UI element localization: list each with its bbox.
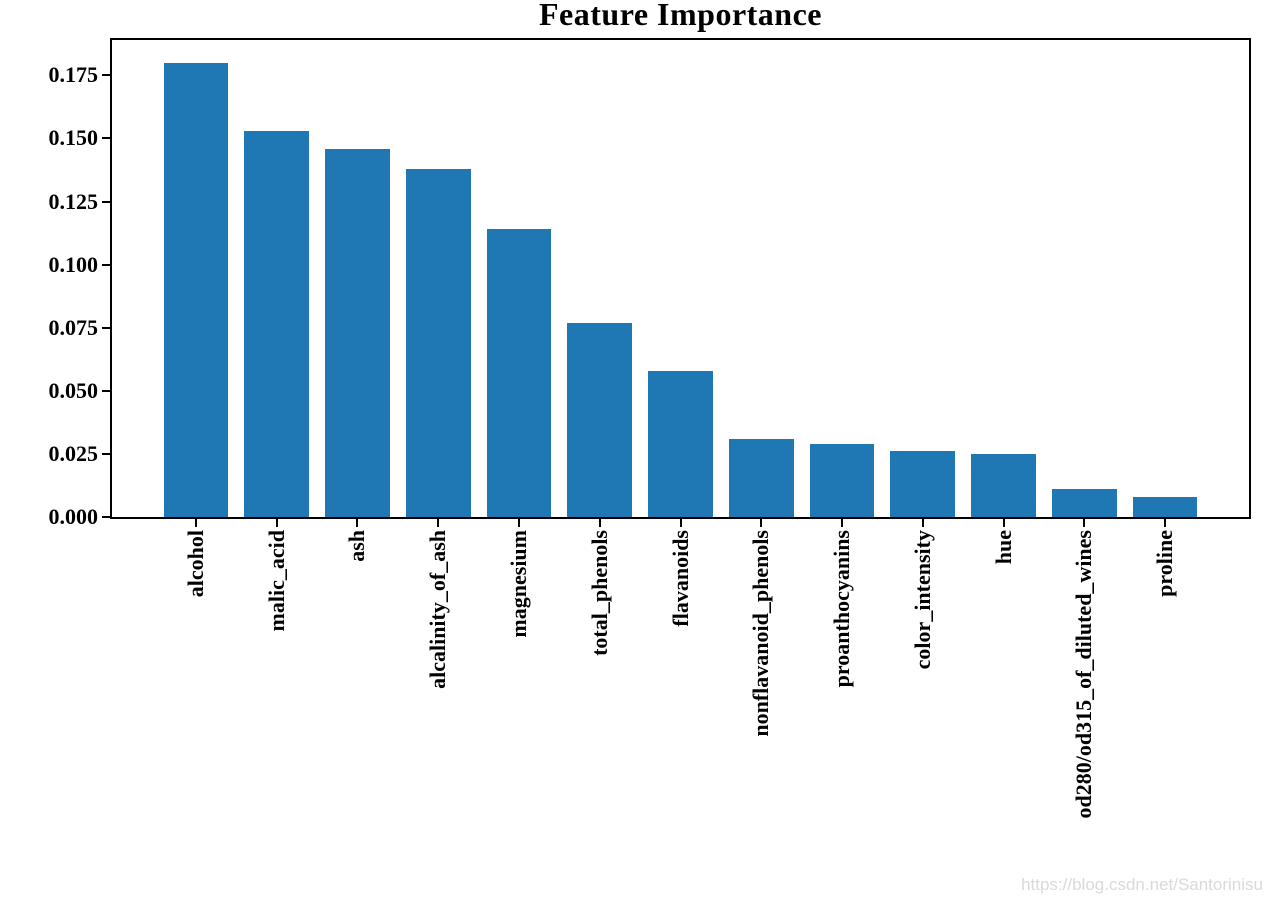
y-tick-label: 0.000 [48, 504, 99, 529]
x-tick-label: ash [344, 530, 370, 562]
x-tick-label: nonflavanoid_phenols [748, 530, 774, 737]
y-tick-label: 0.050 [48, 377, 99, 403]
bar-proline [1132, 496, 1198, 517]
x-tick-label: total_phenols [586, 530, 612, 656]
y-tick-mark [102, 74, 110, 77]
bar-alcohol [163, 62, 229, 517]
x-tick-label: color_intensity [909, 530, 935, 670]
y-tick-label: 0.150 [48, 125, 99, 151]
x-tick-label: alcohol [182, 530, 208, 598]
bar-nonflavanoid-phenols [728, 438, 794, 517]
y-tick-label: 0.025 [48, 440, 99, 466]
bar-hue [971, 453, 1036, 517]
bar-proanthocyanins [809, 443, 875, 517]
x-tick-mark [1002, 519, 1005, 527]
y-tick-label: 0.125 [48, 188, 99, 214]
x-tick-mark [841, 519, 843, 527]
x-tick-mark [356, 519, 359, 527]
bar-total-phenols [567, 322, 633, 517]
x-tick-label: magnesium [505, 530, 531, 638]
x-tick-mark [517, 519, 520, 527]
y-tick-mark [102, 452, 110, 455]
x-tick-label: proanthocyanins [829, 530, 854, 688]
x-tick-label: alcalinity_of_ash [425, 530, 451, 689]
y-tick-mark [102, 200, 110, 203]
x-tick-label: proline [1152, 530, 1178, 597]
x-tick-mark [1083, 519, 1086, 527]
y-tick-mark [102, 263, 110, 266]
x-tick-label: malic_acid [263, 530, 289, 632]
x-tick-mark [194, 519, 197, 527]
x-tick-label: hue [990, 530, 1016, 565]
bar-flavanoids [648, 370, 713, 517]
y-tick-label: 0.175 [48, 62, 99, 88]
x-tick-label: od280/od315_of_diluted_wines [1071, 530, 1097, 819]
x-tick-mark [1164, 519, 1167, 527]
y-tick-mark [102, 326, 110, 329]
bar-malic-acid [244, 130, 310, 517]
bar-magnesium [486, 229, 552, 517]
y-tick-mark [102, 516, 110, 518]
y-tick-label: 0.100 [48, 251, 99, 277]
x-tick-mark [921, 519, 924, 527]
bar-color-intensity [890, 451, 956, 517]
x-tick-mark [598, 519, 601, 527]
bar-alcalinity-of-ash [405, 168, 471, 517]
x-tick-mark [437, 519, 440, 527]
x-tick-mark [275, 519, 278, 527]
y-tick-mark [102, 137, 110, 140]
x-tick-label: flavanoids [667, 530, 693, 627]
y-tick-label: 0.075 [48, 314, 99, 340]
bar-od280-od315-of-diluted-wines [1051, 489, 1117, 517]
y-tick-mark [102, 389, 110, 392]
watermark-text: https://blog.csdn.net/Santorinisu [1021, 875, 1263, 894]
x-tick-mark [679, 519, 682, 527]
bar-ash [325, 148, 390, 517]
chart-title: Feature Importance [539, 0, 822, 32]
x-tick-mark [760, 519, 763, 527]
plot-area [112, 40, 1249, 517]
